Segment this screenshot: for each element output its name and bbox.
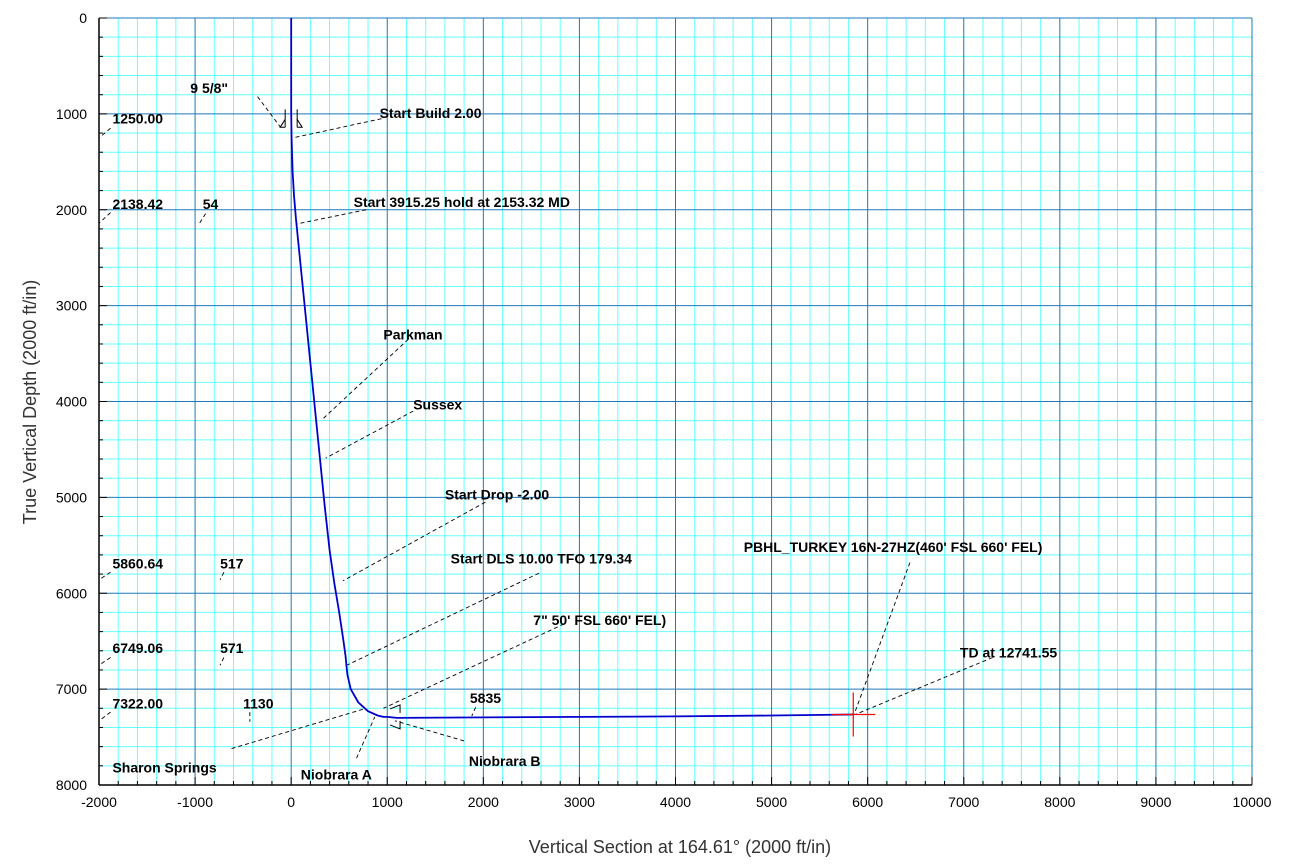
y-tick-label: 0 [79,10,87,26]
x-tick-label: -1000 [177,794,213,810]
annotation-leader-line [98,711,111,722]
annotation-leaders [98,96,993,759]
annotation-leader-line [356,716,376,759]
x-tick-label: 6000 [852,794,883,810]
x-tick-label: -2000 [81,794,117,810]
annotation-leader-line [853,562,911,715]
annotation-label: Start DLS 10.00 TFO 179.34 [451,551,633,567]
y-tick-label: 8000 [56,777,87,793]
casing-7in-triangle [389,704,401,713]
annotation-leader-line [295,209,367,225]
annotation-label: 7" 50' FSL 660' FEL) [533,612,666,628]
x-tick-label: 7000 [948,794,979,810]
y-tick-label: 4000 [56,394,87,410]
series-group [290,18,854,719]
annotation-leader-line [346,572,540,666]
y-axis-label: True Vertical Depth (2000 ft/in) [20,280,40,524]
annotation-leader-line [342,501,486,582]
x-tick-label: 2000 [468,794,499,810]
annotation-leader-line [98,657,111,666]
annotation-label: PBHL_TURKEY 16N-27HZ(460' FSL 660' FEL) [744,539,1043,555]
x-tick-label: 10000 [1233,794,1272,810]
annotation-leader-line [855,657,993,715]
annotation-leader-line [98,212,111,224]
casing-7in-triangle [389,720,401,730]
y-tick-label: 5000 [56,489,87,505]
y-tick-label: 2000 [56,202,87,218]
annotation-leader-line [231,707,367,749]
y-tick-label: 3000 [56,298,87,314]
y-tick-label: 1000 [56,106,87,122]
annotation-label: 54 [203,196,219,212]
x-axis-label: Vertical Section at 164.61° (2000 ft/in) [529,837,831,857]
x-tick-label: 8000 [1044,794,1075,810]
x-tick-label: 4000 [660,794,691,810]
markers-group [279,109,876,737]
x-tick-label: 3000 [564,794,595,810]
annotation-label: 7322.00 [112,696,163,712]
annotation-label: 571 [220,640,244,656]
annotation-leader-line [321,338,409,421]
annotation-leader-line [98,571,111,581]
annotation-label: Sussex [413,396,462,412]
casing-shoe-triangle [296,119,304,128]
annotations-group: 9 5/8" Start Build 2.00 1250.00 Start 3915.… [112,80,1057,782]
x-tick-label: 5000 [756,794,787,810]
annotation-label: 5860.64 [112,556,163,572]
x-tick-label: 1000 [372,794,403,810]
casing-shoe-triangle [279,119,286,128]
annotation-label: 1130 [243,696,274,712]
annotation-label: Niobrara A [301,766,372,782]
annotation-label: 5835 [470,690,501,706]
annotation-leader-line [292,118,382,139]
annotation-label: Start Build 2.00 [380,105,482,121]
annotation-label: 517 [220,556,244,572]
y-tick-label: 7000 [56,681,87,697]
annotation-leader-line [257,96,281,128]
x-tick-label: 0 [287,794,295,810]
annotation-label: Start 3915.25 hold at 2153.32 MD [354,194,570,210]
well-path-line [290,18,854,719]
annotation-label: Parkman [383,326,442,342]
y-tick-label: 6000 [56,585,87,601]
annotation-leader-line [219,571,225,581]
annotation-label: 1250.00 [112,111,163,127]
annotation-label: 9 5/8" [190,80,228,96]
annotation-label: Start Drop -2.00 [445,486,549,502]
annotation-leader-line [394,720,465,742]
annotation-label: TD at 12741.55 [960,645,1057,661]
ticks-group: -2000 -1000 0 1000 2000 3000 4000 5000 6000 7000 8… [56,10,1272,810]
annotation-leader-line [219,657,225,666]
annotation-leader-line [471,707,477,717]
x-tick-label: 9000 [1140,794,1171,810]
annotation-label: Sharon Springs [112,760,216,776]
annotation-label: 2138.42 [112,196,163,212]
annotation-leader-line [325,410,414,459]
annotation-label: Niobrara B [469,753,541,769]
annotation-leader-line [383,623,565,709]
annotation-leader-line [198,213,207,225]
annotation-leader-line [98,127,111,139]
annotation-label: 6749.06 [112,640,163,656]
